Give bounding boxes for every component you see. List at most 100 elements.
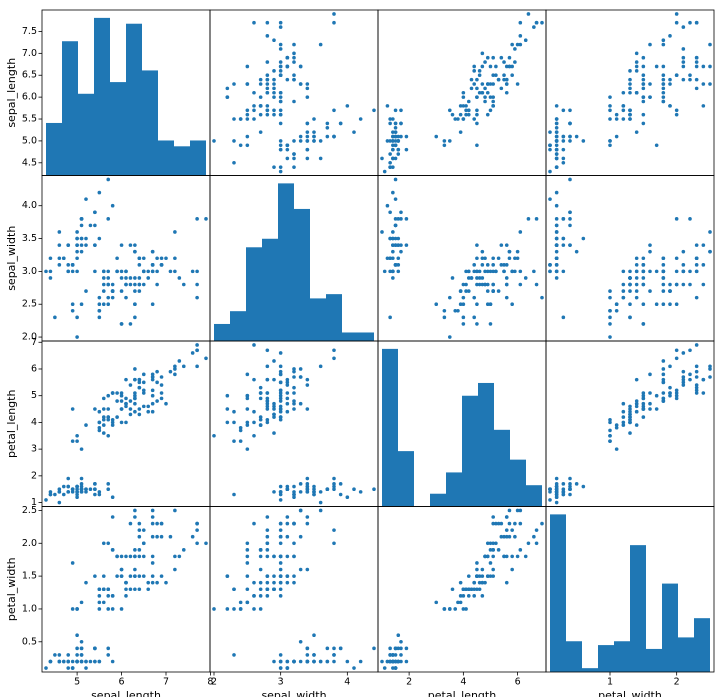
point	[469, 77, 474, 82]
point	[106, 295, 111, 300]
point	[391, 230, 395, 234]
point	[391, 156, 395, 161]
point	[97, 302, 102, 307]
point	[475, 256, 479, 261]
point	[272, 82, 276, 86]
point	[278, 521, 283, 526]
point	[694, 64, 699, 69]
point	[53, 653, 57, 657]
y-axis-label: petal_length	[5, 390, 18, 458]
point	[285, 64, 290, 69]
point	[628, 404, 632, 409]
point	[502, 263, 506, 267]
point	[554, 125, 559, 130]
point	[285, 391, 290, 395]
point	[93, 243, 97, 247]
point	[510, 64, 514, 69]
point	[504, 528, 509, 532]
point	[137, 289, 142, 293]
point	[332, 541, 336, 546]
point	[265, 548, 270, 552]
point	[494, 521, 498, 526]
point	[278, 653, 283, 657]
point	[442, 143, 447, 148]
point	[195, 541, 199, 546]
point	[137, 276, 142, 280]
x-axis-label: sepal_length	[91, 689, 161, 697]
point	[101, 600, 106, 605]
point	[252, 409, 256, 414]
point	[608, 108, 612, 113]
point	[708, 367, 712, 371]
point	[628, 90, 632, 95]
point	[385, 203, 390, 208]
point	[507, 55, 512, 60]
point	[128, 383, 133, 387]
point	[393, 197, 398, 201]
panel	[377, 506, 547, 673]
point	[232, 653, 236, 657]
point	[399, 217, 403, 221]
point	[79, 646, 84, 651]
point	[568, 482, 572, 486]
point	[88, 487, 93, 492]
point	[119, 554, 124, 559]
point	[504, 554, 509, 559]
point	[110, 391, 115, 395]
point	[150, 580, 155, 585]
point	[292, 156, 296, 161]
point	[332, 487, 336, 492]
point	[150, 269, 155, 274]
point	[461, 90, 466, 95]
point	[488, 95, 493, 99]
point	[225, 574, 230, 578]
point	[115, 256, 119, 261]
point	[456, 117, 460, 121]
point	[298, 567, 303, 572]
point	[694, 295, 699, 300]
point	[694, 375, 699, 379]
point	[195, 343, 199, 347]
point	[396, 256, 401, 261]
point	[661, 73, 666, 78]
point	[146, 580, 151, 585]
point	[534, 217, 539, 221]
point	[150, 372, 155, 377]
point	[168, 269, 173, 274]
point	[97, 428, 102, 433]
point	[469, 86, 474, 91]
point	[634, 409, 639, 414]
point	[475, 561, 479, 565]
x-tick-label: 6	[119, 677, 125, 688]
hist-bar	[678, 637, 694, 672]
point	[464, 607, 468, 611]
point	[128, 282, 133, 287]
point	[252, 343, 256, 347]
point	[614, 423, 619, 427]
point	[128, 554, 133, 559]
point	[674, 217, 679, 221]
point	[204, 541, 208, 546]
point	[674, 73, 679, 78]
point	[93, 574, 97, 578]
point	[177, 359, 182, 363]
point	[540, 20, 544, 25]
point	[661, 399, 666, 403]
point	[110, 548, 115, 552]
point	[141, 256, 146, 261]
point	[458, 289, 463, 293]
point	[674, 108, 679, 113]
point	[133, 282, 137, 287]
point	[388, 117, 392, 121]
point	[292, 391, 296, 395]
point	[634, 399, 639, 403]
point	[483, 86, 487, 91]
point	[648, 243, 652, 247]
point	[75, 439, 79, 443]
point	[278, 169, 283, 174]
point	[502, 77, 506, 82]
point	[393, 263, 398, 267]
point	[53, 315, 57, 320]
point	[648, 82, 652, 86]
point	[97, 492, 102, 497]
